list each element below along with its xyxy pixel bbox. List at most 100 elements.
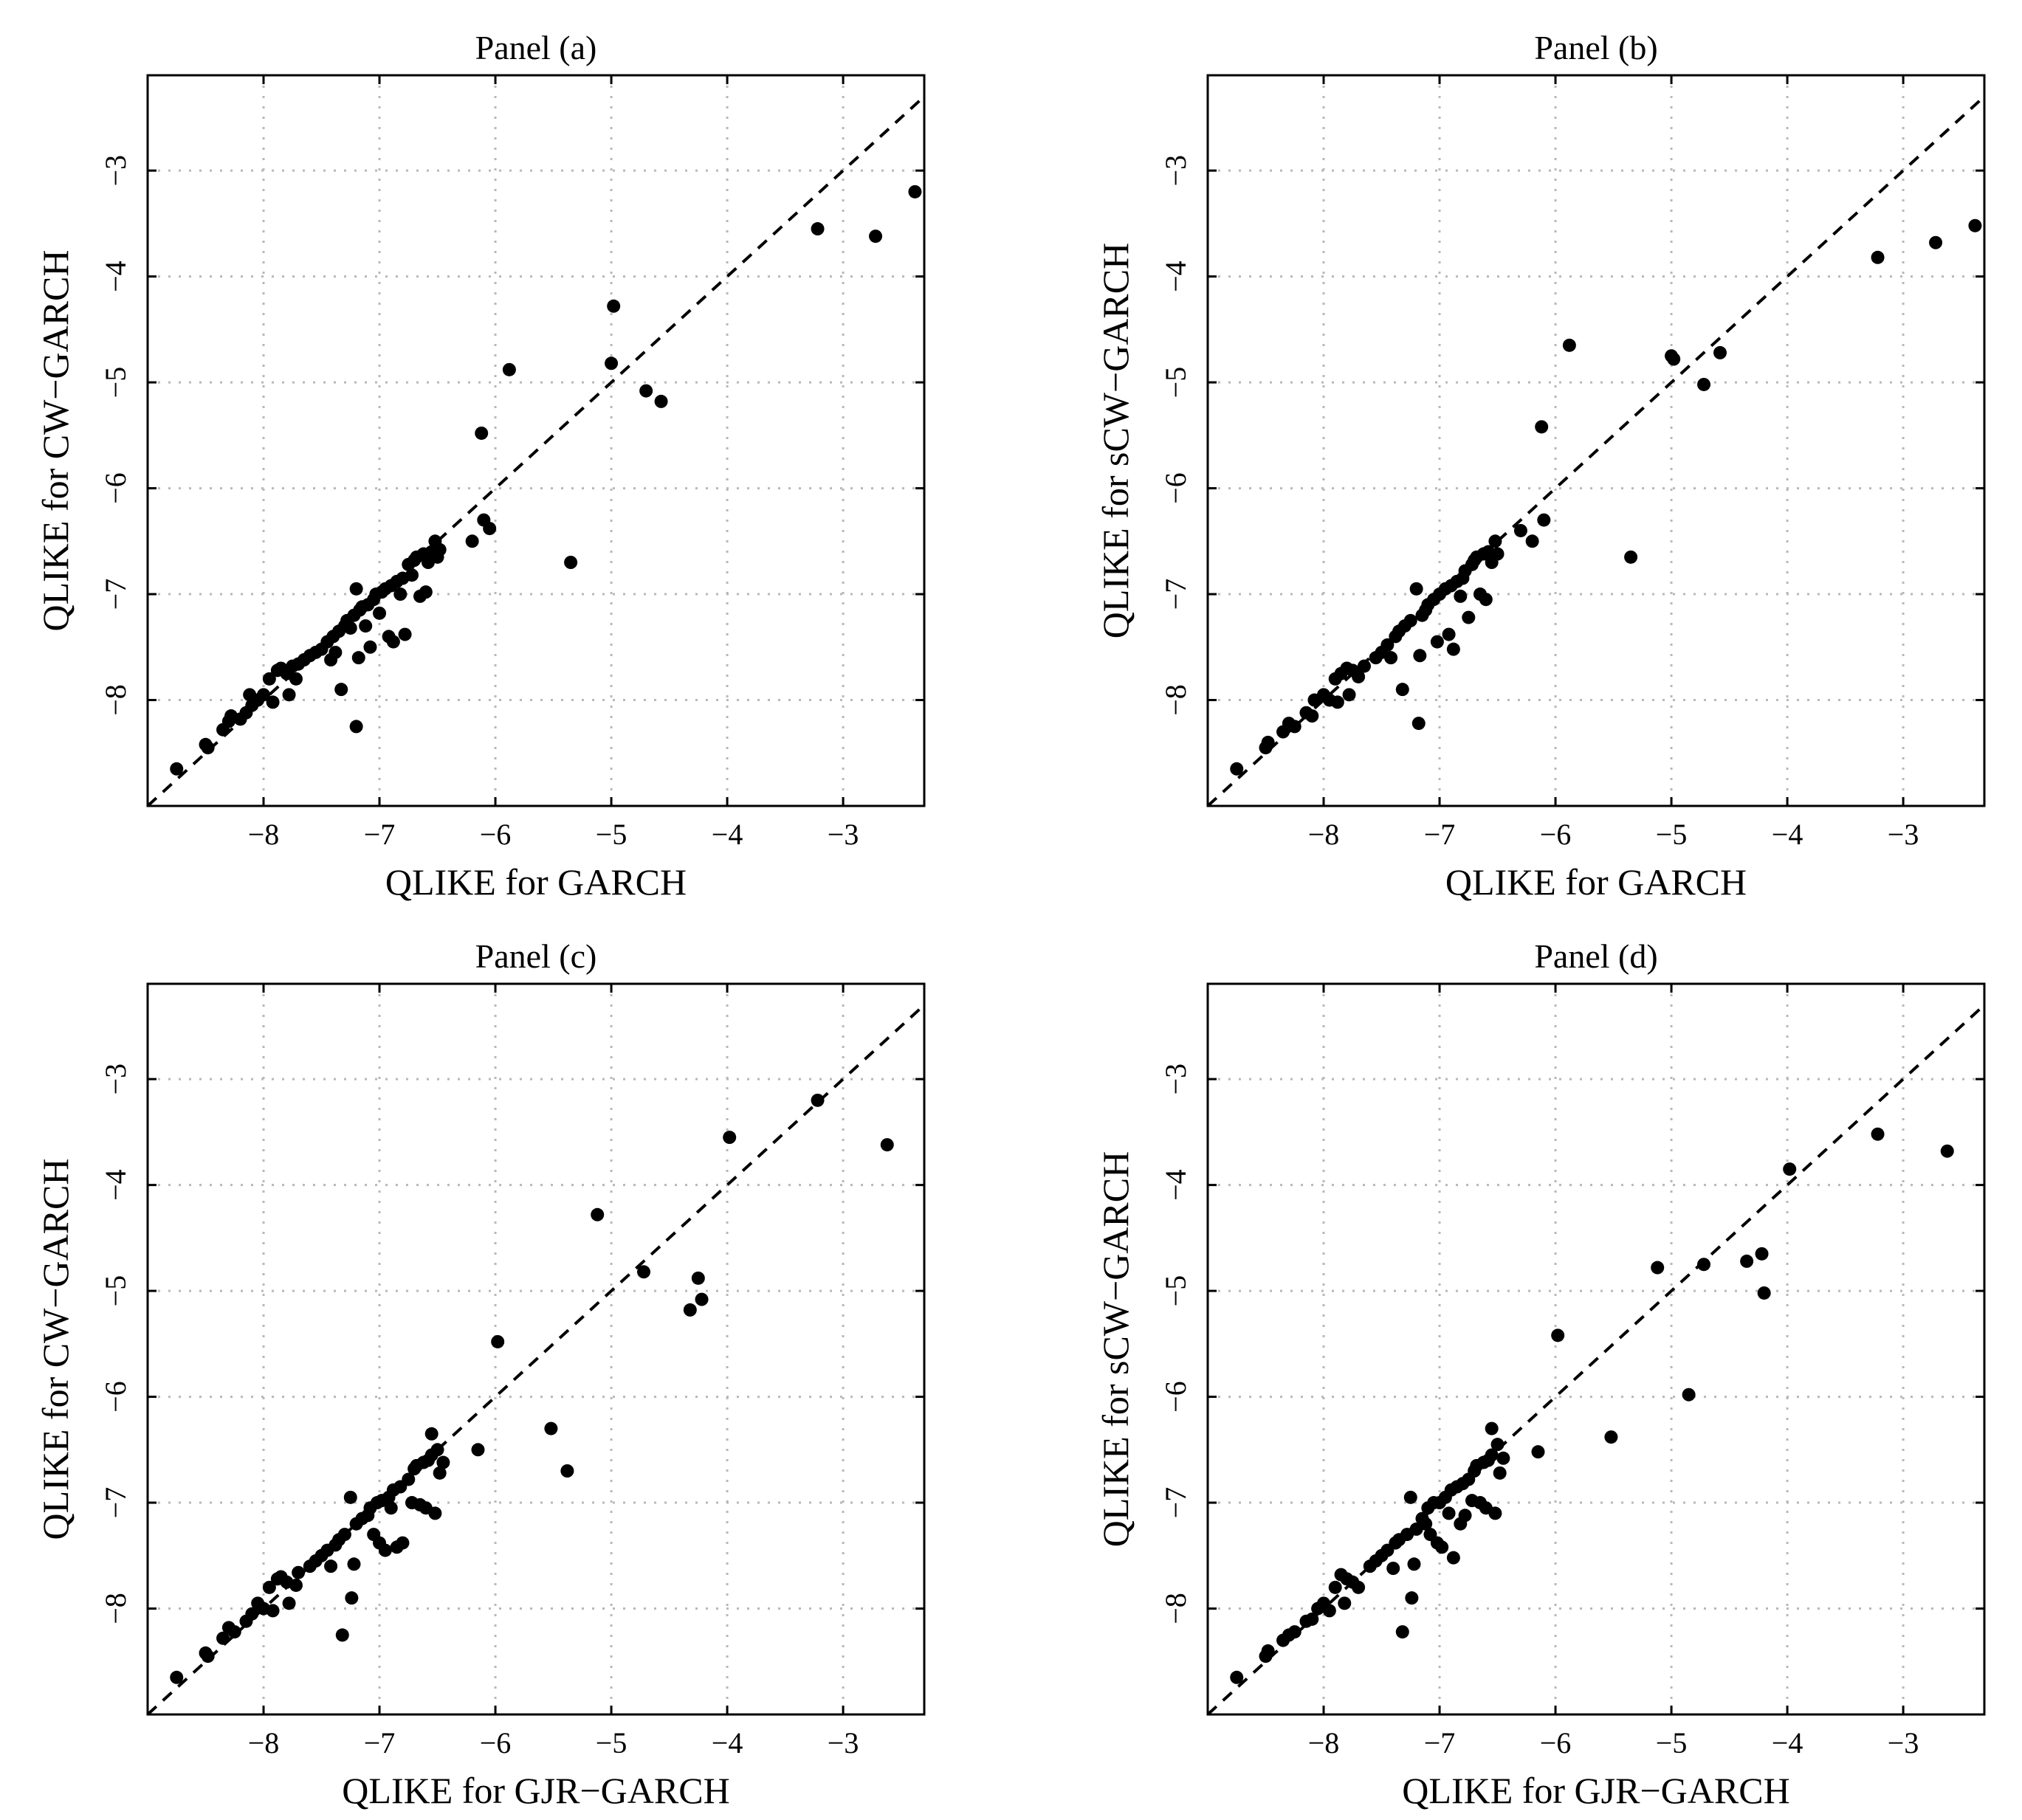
data-point (1682, 1388, 1696, 1402)
panel-d: −8 −7 −6 −5 −4 −3 −8 −7 −6 −5 −4 −3 Panel (d) QLIKE f… (1095, 937, 1986, 1811)
data-point (1871, 1127, 1885, 1141)
y-tick-label: −4 (1159, 261, 1192, 292)
data-point (1454, 589, 1468, 603)
panel-title: Panel (c) (475, 937, 597, 975)
axes-frame (146, 982, 926, 1716)
data-point (1322, 1604, 1336, 1618)
data-point (1485, 1421, 1499, 1435)
x-tick-label: −3 (828, 1726, 859, 1759)
data-point (337, 1528, 351, 1542)
data-point (1395, 683, 1409, 697)
data-point (170, 1670, 184, 1684)
data-point (1562, 338, 1576, 352)
data-point (869, 230, 883, 244)
data-point (289, 1578, 303, 1592)
data-point (349, 720, 363, 734)
data-point (257, 688, 271, 702)
data-point (1261, 735, 1275, 749)
reference-line (146, 1004, 926, 1716)
data-point (1490, 547, 1505, 561)
y-tick-label: −8 (1159, 684, 1192, 716)
panel-b: −8 −7 −6 −5 −4 −3 −8 −7 −6 −5 −4 −3 Panel (b) QLIKE f… (1095, 29, 1986, 903)
data-point (1405, 1591, 1419, 1605)
data-point (1338, 1596, 1352, 1610)
data-point (811, 222, 825, 236)
data-point (386, 635, 400, 649)
x-tick-label: −8 (1308, 818, 1340, 851)
data-point (1380, 638, 1395, 652)
panel-title: Panel (d) (1534, 937, 1657, 975)
x-tick-label: −4 (1772, 818, 1803, 851)
panel-c: −8 −7 −6 −5 −4 −3 −8 −7 −6 −5 −4 −3 Panel (c) QLIKE f… (35, 937, 926, 1811)
x-tick-label: −5 (1656, 818, 1688, 851)
x-tick-label: −7 (364, 1726, 396, 1759)
data-point (1697, 1258, 1711, 1272)
x-axis-label: QLIKE for GJR−GARCH (1402, 1770, 1789, 1811)
y-tick-label: −7 (1159, 1487, 1192, 1519)
x-axis-label: QLIKE for GJR−GARCH (342, 1770, 729, 1811)
data-point (363, 640, 377, 654)
x-tick-label: −4 (1772, 1726, 1803, 1759)
x-tick-label: −7 (1424, 818, 1456, 851)
data-point (637, 1265, 651, 1279)
data-point (378, 1543, 392, 1557)
data-point (1757, 1286, 1771, 1300)
data-point (1667, 352, 1681, 366)
data-point (430, 1443, 444, 1457)
data-point (1740, 1254, 1754, 1268)
x-tick-label: −3 (1888, 818, 1919, 851)
data-point (695, 1292, 709, 1306)
x-tick-label: −6 (480, 1726, 512, 1759)
data-point (1783, 1162, 1797, 1176)
y-tick-label: −3 (99, 155, 132, 187)
data-point (1395, 1625, 1409, 1639)
data-point (1651, 1261, 1665, 1275)
data-point (483, 522, 497, 536)
axes-frame (1206, 74, 1986, 807)
data-point (1407, 1557, 1421, 1571)
data-point (1230, 1670, 1244, 1684)
data-point (564, 556, 578, 569)
data-point (1384, 651, 1398, 665)
data-point (1430, 635, 1444, 649)
data-point (1535, 420, 1549, 434)
data-point (1485, 1448, 1499, 1462)
data-point (324, 1559, 338, 1573)
y-tick-label: −7 (99, 579, 132, 610)
reference-line (146, 95, 926, 807)
data-point (262, 1580, 276, 1594)
data-point (1352, 669, 1366, 683)
x-tick-label: −6 (1540, 818, 1572, 851)
x-tick-label: −7 (1424, 1726, 1456, 1759)
x-tick-label: −4 (712, 1726, 743, 1759)
data-point (424, 1427, 439, 1441)
data-point (384, 1501, 398, 1515)
data-point (1305, 1612, 1319, 1626)
x-tick-label: −8 (248, 818, 280, 851)
data-point (591, 1207, 605, 1221)
data-point (811, 1093, 825, 1107)
data-point (502, 362, 516, 376)
data-point (1513, 523, 1527, 537)
data-point (1411, 717, 1426, 731)
data-point (1929, 235, 1943, 249)
axes-frame (146, 74, 926, 807)
data-point (351, 651, 365, 665)
data-point (398, 627, 412, 641)
data-point (1604, 1430, 1618, 1444)
y-tick-label: −4 (1159, 1169, 1192, 1201)
x-tick-label: −7 (364, 818, 396, 851)
data-point (343, 621, 357, 635)
reference-line (1206, 95, 1986, 807)
data-point (1479, 593, 1493, 607)
data-point (1446, 1551, 1460, 1565)
data-point (465, 534, 479, 548)
y-tick-label: −7 (99, 1487, 132, 1519)
data-point (282, 1596, 296, 1610)
y-tick-label: −5 (99, 367, 132, 399)
data-point (393, 587, 408, 602)
data-point (1537, 513, 1551, 527)
data-point (1624, 550, 1638, 564)
data-point (245, 1607, 259, 1621)
